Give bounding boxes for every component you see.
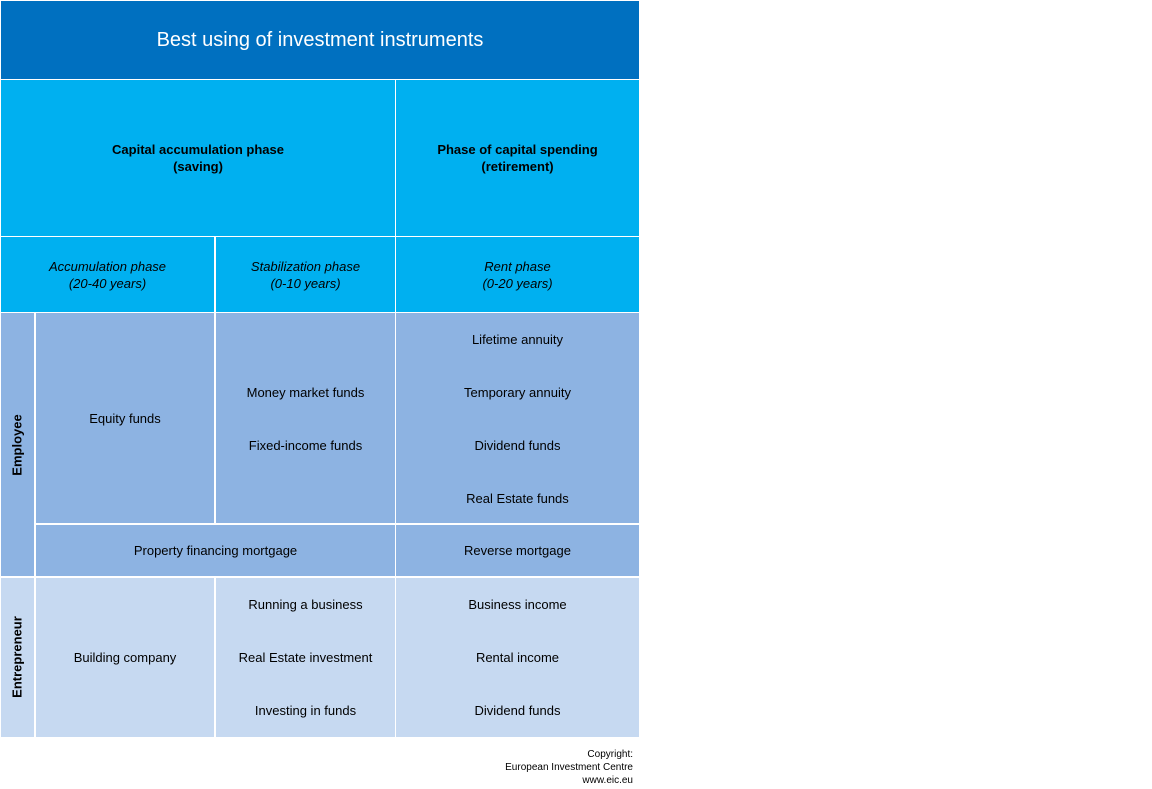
entrepreneur-accumulation-item: Building company — [73, 650, 177, 665]
entrepreneur-stabilization: Running a business Real Estate investmen… — [216, 578, 395, 737]
employee-rent-item: Temporary annuity — [464, 385, 571, 400]
employee-stabilization-item: Fixed-income funds — [248, 438, 363, 453]
employee-accumulation-item: Equity funds — [89, 410, 161, 426]
employee-rent: Lifetime annuity Temporary annuity Divid… — [396, 313, 639, 523]
employee-rent-item: Lifetime annuity — [471, 332, 564, 347]
employee-rent-item: Dividend funds — [474, 438, 561, 453]
header-accumulation: Accumulation phase (20-40 years) — [1, 237, 214, 312]
employee-stabilization-item: Money market funds — [246, 385, 365, 400]
entrepreneur-accumulation: Building company — [36, 578, 214, 737]
employee-mortgage-saving-item: Property financing mortgage — [133, 543, 298, 558]
header-stabilization-title: Stabilization phase — [250, 258, 361, 274]
header-spending-phase-sub: (retirement) — [481, 159, 554, 174]
header-accumulation-years: (20-40 years) — [68, 275, 147, 291]
employee-mortgage-spending-item: Reverse mortgage — [464, 543, 571, 558]
entrepreneur-rent: Business income Rental income Dividend f… — [396, 578, 639, 737]
header-rent-years: (0-20 years) — [482, 275, 553, 291]
employee-stabilization: Money market funds Fixed-income funds — [216, 313, 395, 523]
header-stabilization-years: (0-10 years) — [270, 275, 341, 291]
header-rent: Rent phase (0-20 years) — [396, 237, 639, 312]
employee-mortgage-saving: Property financing mortgage — [36, 525, 395, 576]
header-rent-title: Rent phase — [484, 258, 551, 274]
copyright-note: Copyright: European Investment Centre ww… — [440, 748, 633, 787]
diagram-title: Best using of investment instruments — [1, 1, 639, 79]
entrepreneur-rent-item: Dividend funds — [474, 703, 561, 718]
header-saving-phase: Capital accumulation phase (saving) — [1, 80, 395, 236]
copyright-organization: European Investment Centre — [505, 762, 633, 773]
header-spending-phase-title: Phase of capital spending — [437, 142, 598, 157]
entrepreneur-stabilization-item: Running a business — [248, 597, 363, 612]
employee-label: Employee — [9, 414, 25, 476]
employee-mortgage-spending: Reverse mortgage — [396, 525, 639, 576]
employee-rent-item: Real Estate funds — [466, 491, 569, 506]
entrepreneur-rent-item: Rental income — [475, 650, 560, 665]
copyright-label: Copyright: — [587, 749, 633, 760]
employee-label-cell — [1, 313, 34, 576]
entrepreneur-stabilization-item: Real Estate investment — [238, 650, 373, 665]
header-accumulation-title: Accumulation phase — [48, 258, 167, 274]
entrepreneur-stabilization-item: Investing in funds — [254, 703, 357, 718]
header-spending-phase: Phase of capital spending (retirement) — [396, 80, 639, 236]
header-stabilization: Stabilization phase (0-10 years) — [216, 237, 395, 312]
entrepreneur-label-cell — [1, 578, 34, 737]
copyright-url: www.eic.eu — [582, 775, 633, 786]
entrepreneur-rent-item: Business income — [468, 597, 567, 612]
header-saving-phase-title: Capital accumulation phase — [112, 142, 284, 157]
entrepreneur-label: Entrepreneur — [9, 616, 25, 698]
employee-accumulation: Equity funds — [36, 313, 214, 523]
header-saving-phase-sub: (saving) — [173, 159, 223, 174]
